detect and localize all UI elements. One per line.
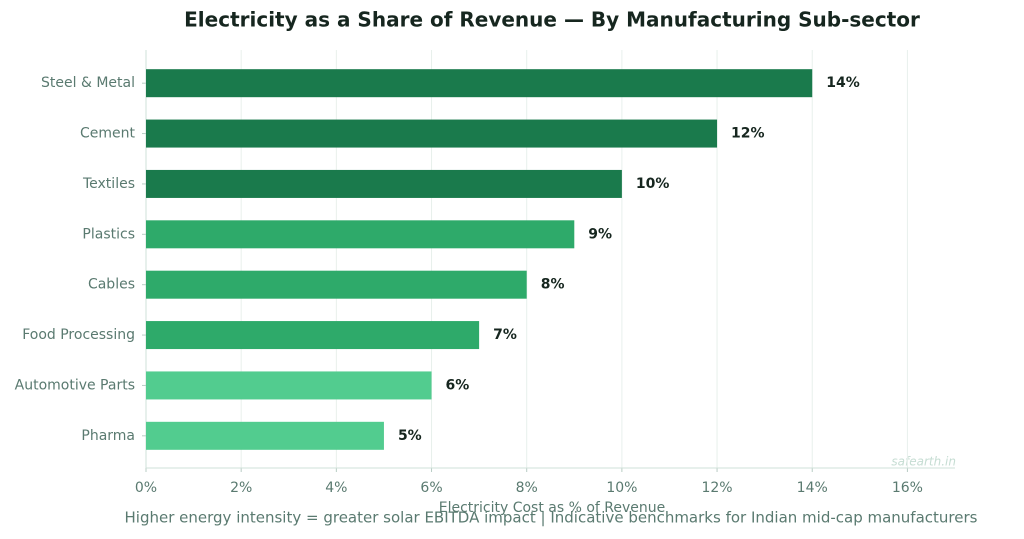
x-tick-label: 2%: [230, 480, 252, 496]
bar: [146, 371, 432, 400]
bar: [146, 69, 813, 98]
value-label: 5%: [398, 428, 422, 444]
value-label: 10%: [636, 176, 670, 192]
value-label: 9%: [588, 226, 612, 242]
y-tick-label: Food Processing: [22, 327, 135, 343]
value-label: 6%: [446, 377, 470, 393]
watermark: safearth.in: [891, 455, 956, 469]
y-tick-label: Steel & Metal: [41, 75, 135, 91]
y-tick-label: Automotive Parts: [15, 377, 135, 393]
x-axis-label: Electricity Cost as % of Revenue: [439, 500, 666, 516]
x-tick-label: 12%: [701, 480, 732, 496]
x-tick-label: 16%: [892, 480, 923, 496]
y-tick-label: Pharma: [81, 428, 135, 444]
x-tick-label: 0%: [135, 480, 157, 496]
bar: [146, 220, 575, 249]
value-label: 8%: [541, 277, 565, 293]
bar: [146, 169, 622, 198]
value-label: 12%: [731, 126, 765, 142]
y-tick-label: Cables: [88, 277, 135, 293]
bar: [146, 321, 480, 350]
value-label: 14%: [826, 75, 860, 91]
bar: [146, 270, 527, 299]
value-label: 7%: [493, 327, 517, 343]
y-tick-label: Textiles: [82, 176, 135, 192]
x-tick-label: 10%: [606, 480, 637, 496]
bar: [146, 421, 384, 450]
x-tick-label: 6%: [420, 480, 442, 496]
y-tick-label: Cement: [80, 126, 136, 142]
footnote: Higher energy intensity = greater solar …: [125, 509, 978, 527]
chart-title: Electricity as a Share of Revenue — By M…: [184, 8, 920, 32]
y-tick-label: Plastics: [82, 226, 135, 242]
bar: [146, 119, 718, 148]
x-tick-label: 14%: [797, 480, 828, 496]
x-tick-label: 8%: [516, 480, 538, 496]
x-tick-label: 4%: [325, 480, 347, 496]
